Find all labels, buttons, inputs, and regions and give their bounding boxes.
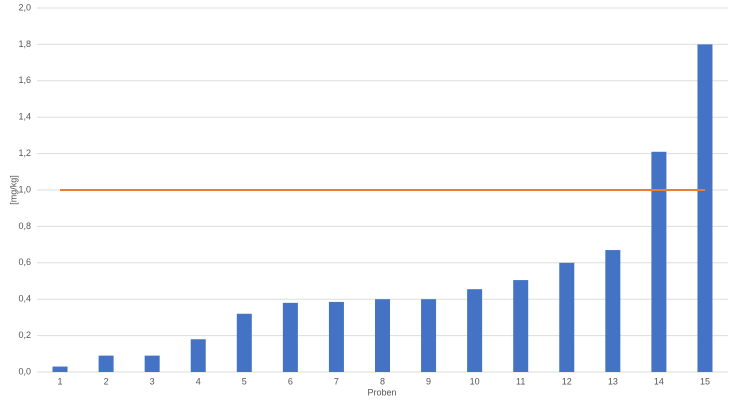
- x-tick-label: 3: [150, 376, 155, 386]
- y-tick-label: 0,4: [18, 294, 31, 304]
- bar: [513, 280, 529, 372]
- y-tick-label: 1,6: [18, 75, 31, 85]
- y-tick-label: 2,0: [18, 2, 31, 12]
- x-tick-label: 6: [288, 376, 293, 386]
- bar: [144, 355, 160, 372]
- y-tick-label: 1,2: [18, 148, 31, 158]
- x-tick-label: 9: [426, 376, 431, 386]
- x-tick-label: 5: [242, 376, 247, 386]
- x-tick-label: 1: [58, 376, 63, 386]
- x-tick-label: 10: [470, 376, 480, 386]
- y-tick-label: 0,2: [18, 330, 31, 340]
- y-tick-label: 0,8: [18, 221, 31, 231]
- y-tick-label: 1,8: [18, 39, 31, 49]
- x-tick-label: 4: [196, 376, 201, 386]
- x-tick-label: 13: [608, 376, 618, 386]
- bar: [98, 355, 114, 372]
- bar: [421, 299, 437, 372]
- x-tick-label: 7: [334, 376, 339, 386]
- bar: [328, 301, 344, 372]
- bar: [282, 302, 298, 372]
- y-axis-label: [mg/kg]: [8, 175, 18, 205]
- bar: [52, 366, 68, 372]
- bar: [467, 289, 483, 372]
- bar: [605, 250, 621, 372]
- bar: [651, 151, 667, 372]
- x-axis-label: Proben: [367, 387, 396, 397]
- bar: [375, 299, 390, 372]
- y-tick-label: 1,0: [18, 184, 31, 194]
- x-tick-label: 14: [654, 376, 664, 386]
- bar: [559, 262, 575, 372]
- bar: [236, 313, 252, 372]
- y-tick-label: 0,0: [18, 366, 31, 376]
- bar: [190, 339, 206, 372]
- x-tick-label: 15: [700, 376, 710, 386]
- y-tick-label: 1,4: [18, 112, 31, 122]
- bar: [697, 44, 713, 373]
- x-tick-label: 12: [562, 376, 572, 386]
- x-tick-label: 11: [516, 376, 525, 386]
- x-tick-label: 8: [380, 376, 385, 386]
- y-tick-label: 0,6: [18, 257, 31, 267]
- x-tick-label: 2: [104, 376, 109, 386]
